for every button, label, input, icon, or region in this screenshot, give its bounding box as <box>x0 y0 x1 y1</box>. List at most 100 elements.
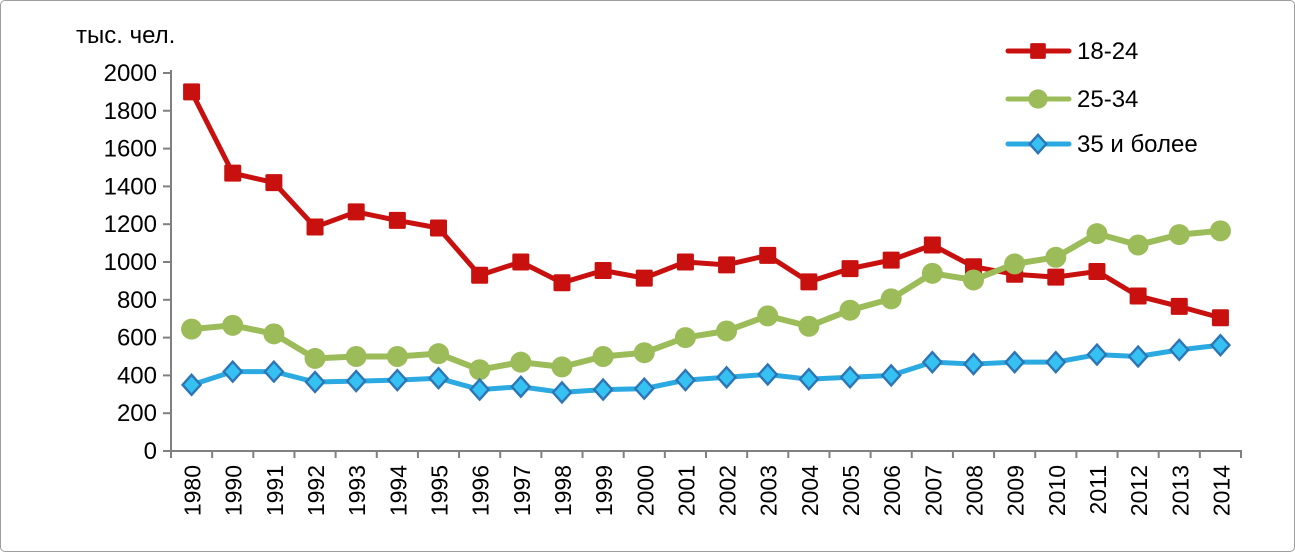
data-point-marker-diamond <box>880 363 902 388</box>
legend-label: 35 и более <box>1077 131 1198 158</box>
data-point-marker-circle <box>181 318 203 340</box>
y-tick-label: 1000 <box>104 249 157 276</box>
y-tick-label: 1600 <box>104 136 157 163</box>
x-tick-label: 1998 <box>550 465 576 516</box>
x-tick-label: 2007 <box>920 465 946 516</box>
data-point-marker-circle <box>716 320 738 342</box>
data-point-marker-diamond <box>304 370 326 394</box>
y-tick-label: 600 <box>117 325 157 352</box>
data-point-marker-square <box>800 273 818 291</box>
data-point-marker-square <box>1088 262 1106 280</box>
data-point-marker-square <box>923 236 941 254</box>
data-point-marker-diamond <box>263 359 285 384</box>
x-tick-label: 1994 <box>385 465 411 516</box>
data-point-marker-circle <box>880 288 902 310</box>
data-point-marker-diamond <box>1168 338 1190 362</box>
data-point-marker-square <box>718 256 736 274</box>
series-line <box>189 89 1223 321</box>
data-point-marker-square <box>430 219 447 237</box>
data-point-marker-square <box>882 251 900 269</box>
data-point-marker-circle <box>1045 246 1067 268</box>
data-point-marker-circle <box>1209 220 1231 242</box>
x-tick-label: 1991 <box>262 465 288 516</box>
data-point-marker-square <box>265 174 283 192</box>
data-point-marker-square <box>553 274 571 292</box>
y-tick-label: 1400 <box>104 173 157 200</box>
data-point-marker-diamond <box>1004 350 1026 374</box>
data-point-marker-circle <box>674 327 696 349</box>
legend-item: 18-24 <box>1005 38 1138 65</box>
y-tick-label: 1800 <box>104 98 157 125</box>
data-point-marker-circle <box>1086 223 1108 245</box>
data-point-marker-square <box>1170 297 1188 315</box>
x-tick-label: 2009 <box>1003 465 1029 516</box>
series-18-24 <box>183 83 1229 327</box>
data-point-marker-circle <box>921 262 943 284</box>
data-point-marker-circle <box>592 346 614 367</box>
data-point-marker-square <box>388 211 406 229</box>
data-point-marker-diamond <box>1127 344 1149 369</box>
y-tick-label: 2000 <box>104 60 157 87</box>
data-point-marker-circle <box>386 346 408 367</box>
x-tick-label: 1993 <box>344 465 370 516</box>
series-35-и-более <box>180 333 1232 405</box>
data-point-marker-square <box>1030 43 1046 59</box>
data-point-marker-circle <box>757 305 779 327</box>
x-tick-label: 2001 <box>673 465 699 516</box>
data-point-marker-circle <box>963 269 984 291</box>
x-tick-label: 1992 <box>303 465 329 516</box>
y-tick-label: 800 <box>117 287 157 314</box>
x-tick-label: 2008 <box>962 465 988 516</box>
data-point-marker-diamond <box>1086 342 1108 367</box>
data-point-marker-diamond <box>633 376 655 401</box>
series-25-34 <box>181 220 1231 381</box>
axes: 0 200 400 600 800 1000 1200 1400 1600 1800 2000 198… <box>104 60 1242 516</box>
data-point-marker-circle <box>428 343 449 365</box>
legend: 18-24 25-34 35 и более <box>1005 38 1198 158</box>
data-point-marker-square <box>759 246 777 264</box>
y-tick-label: 400 <box>117 362 157 389</box>
data-point-marker-diamond <box>510 374 532 399</box>
data-point-marker-square <box>1047 268 1065 286</box>
legend-item: 25-34 <box>1005 86 1138 113</box>
x-tick-label: 2013 <box>1167 465 1193 516</box>
data-point-marker-square <box>635 269 653 287</box>
data-point-marker-square <box>183 83 201 101</box>
legend-label: 18-24 <box>1077 38 1138 65</box>
data-point-marker-square <box>841 260 859 278</box>
data-point-marker-square <box>347 203 365 221</box>
data-point-marker-diamond <box>469 377 491 402</box>
data-point-marker-square <box>594 262 612 280</box>
data-point-marker-circle <box>222 314 244 336</box>
data-point-marker-square <box>512 253 530 271</box>
x-tick-label: 2012 <box>1126 465 1152 516</box>
data-point-marker-circle <box>345 346 367 367</box>
x-tick-label: 2003 <box>756 465 782 516</box>
x-tick-label: 1990 <box>221 465 247 516</box>
x-tick-label: 2005 <box>838 465 864 516</box>
data-point-marker-circle <box>551 356 573 378</box>
data-point-marker-diamond <box>798 367 820 391</box>
data-point-marker-circle <box>1127 234 1149 256</box>
data-point-marker-circle <box>1028 89 1048 109</box>
x-tick-label: 2011 <box>1085 465 1111 514</box>
data-point-marker-diamond <box>180 373 203 397</box>
data-point-marker-circle <box>1168 224 1190 246</box>
data-point-marker-square <box>1129 287 1147 305</box>
data-point-marker-diamond <box>222 359 244 384</box>
data-point-marker-diamond <box>962 352 985 376</box>
data-point-marker-diamond <box>674 368 697 392</box>
data-point-marker-diamond <box>1045 350 1067 374</box>
data-point-marker-diamond <box>757 362 779 387</box>
y-tick-label: 0 <box>144 438 157 465</box>
x-tick-label: 2004 <box>797 465 823 516</box>
data-point-marker-square <box>471 266 489 284</box>
x-tick-label: 2010 <box>1044 465 1070 516</box>
data-point-marker-circle <box>304 347 326 369</box>
data-point-marker-circle <box>839 299 861 321</box>
series-group <box>180 83 1232 405</box>
data-point-marker-square <box>676 253 694 271</box>
data-point-marker-diamond <box>551 380 573 405</box>
